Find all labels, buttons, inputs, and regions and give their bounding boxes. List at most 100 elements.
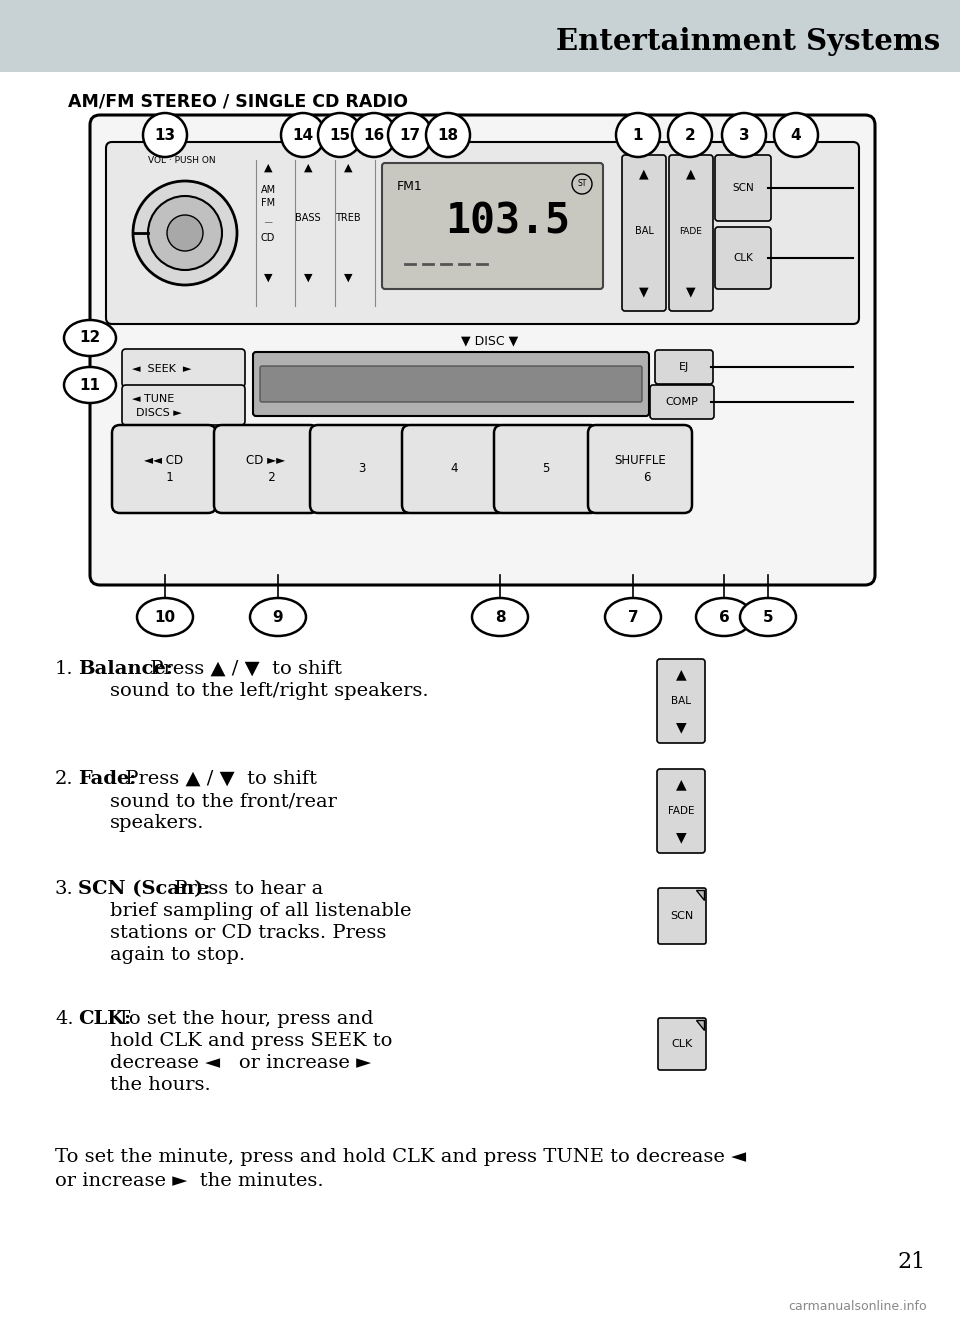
FancyBboxPatch shape: [657, 659, 705, 743]
Circle shape: [774, 113, 818, 156]
FancyBboxPatch shape: [90, 115, 875, 585]
Text: 8: 8: [494, 610, 505, 625]
Text: or increase ►  the minutes.: or increase ► the minutes.: [55, 1172, 324, 1189]
Text: 15: 15: [329, 127, 350, 142]
Text: 4.: 4.: [55, 1010, 74, 1028]
Ellipse shape: [137, 598, 193, 636]
Text: 6: 6: [719, 610, 730, 625]
FancyBboxPatch shape: [382, 163, 603, 289]
Text: FADE: FADE: [680, 227, 703, 236]
Text: CLK: CLK: [671, 1040, 692, 1049]
FancyBboxPatch shape: [650, 385, 714, 419]
FancyBboxPatch shape: [310, 426, 414, 513]
FancyBboxPatch shape: [260, 366, 642, 402]
Text: the hours.: the hours.: [110, 1075, 211, 1094]
Text: ST: ST: [577, 179, 587, 188]
Text: ▲: ▲: [344, 163, 352, 172]
FancyBboxPatch shape: [657, 769, 705, 853]
FancyBboxPatch shape: [122, 349, 245, 387]
Text: 3.: 3.: [55, 880, 74, 898]
Text: 17: 17: [399, 127, 420, 142]
Circle shape: [426, 113, 470, 156]
Text: Press ▲ / ▼  to shift: Press ▲ / ▼ to shift: [144, 660, 342, 678]
FancyBboxPatch shape: [0, 0, 960, 72]
FancyBboxPatch shape: [669, 155, 713, 312]
Ellipse shape: [64, 367, 116, 403]
Text: Press to hear a: Press to hear a: [168, 880, 324, 898]
Text: stations or CD tracks. Press: stations or CD tracks. Press: [110, 924, 386, 941]
FancyBboxPatch shape: [402, 426, 506, 513]
Polygon shape: [696, 890, 704, 900]
Text: ▼ DISC ▼: ▼ DISC ▼: [462, 334, 518, 347]
Circle shape: [722, 113, 766, 156]
FancyBboxPatch shape: [112, 426, 216, 513]
FancyBboxPatch shape: [658, 1018, 706, 1070]
Text: VOL · PUSH ON: VOL · PUSH ON: [148, 156, 216, 164]
Text: 1.: 1.: [55, 660, 74, 678]
Text: 21: 21: [898, 1250, 926, 1273]
Circle shape: [572, 174, 592, 194]
Text: 2: 2: [684, 127, 695, 142]
Text: BAL: BAL: [671, 696, 691, 705]
Text: 2.: 2.: [55, 770, 74, 788]
Text: FM: FM: [261, 198, 276, 208]
Text: ▼: ▼: [303, 273, 312, 282]
Text: ▼: ▼: [639, 285, 649, 298]
Text: CLK: CLK: [733, 253, 753, 263]
FancyBboxPatch shape: [122, 385, 245, 426]
Text: 5: 5: [542, 463, 550, 476]
Text: 13: 13: [155, 127, 176, 142]
Text: 5: 5: [762, 610, 774, 625]
Text: ▼: ▼: [676, 830, 686, 845]
Ellipse shape: [472, 598, 528, 636]
Text: ▲: ▲: [676, 667, 686, 682]
FancyBboxPatch shape: [253, 351, 649, 416]
Text: Press ▲ / ▼  to shift: Press ▲ / ▼ to shift: [119, 770, 317, 788]
Text: AM: AM: [260, 186, 276, 195]
Text: ▼: ▼: [344, 273, 352, 282]
Text: 3: 3: [738, 127, 750, 142]
FancyBboxPatch shape: [715, 227, 771, 289]
Text: DISCS ►: DISCS ►: [136, 408, 181, 418]
Text: SCN: SCN: [732, 183, 754, 194]
Text: 18: 18: [438, 127, 459, 142]
FancyBboxPatch shape: [715, 155, 771, 221]
Text: again to stop.: again to stop.: [110, 945, 245, 964]
Text: brief sampling of all listenable: brief sampling of all listenable: [110, 902, 412, 920]
Text: AM/FM STEREO / SINGLE CD RADIO: AM/FM STEREO / SINGLE CD RADIO: [68, 93, 408, 111]
Text: 12: 12: [80, 330, 101, 346]
Circle shape: [668, 113, 712, 156]
Circle shape: [148, 196, 222, 271]
Text: ▲: ▲: [639, 167, 649, 180]
Circle shape: [352, 113, 396, 156]
Text: ◄ TUNE: ◄ TUNE: [132, 394, 175, 404]
Text: 103.5: 103.5: [445, 200, 570, 243]
Text: 4: 4: [791, 127, 802, 142]
Text: 7: 7: [628, 610, 638, 625]
Text: ▲: ▲: [686, 167, 696, 180]
Text: FM1: FM1: [397, 180, 422, 194]
Text: COMP: COMP: [665, 396, 699, 407]
Text: Fade:: Fade:: [78, 770, 136, 788]
Ellipse shape: [64, 320, 116, 355]
Text: CD: CD: [261, 233, 276, 243]
FancyBboxPatch shape: [494, 426, 598, 513]
Text: ▼: ▼: [676, 720, 686, 735]
Text: ▼: ▼: [686, 285, 696, 298]
Text: sound to the left/right speakers.: sound to the left/right speakers.: [110, 682, 428, 700]
Text: CD ►►
   2: CD ►► 2: [247, 453, 285, 484]
Text: To set the hour, press and: To set the hour, press and: [110, 1010, 373, 1028]
Text: 11: 11: [80, 378, 101, 392]
Text: ▲: ▲: [676, 777, 686, 792]
Text: 16: 16: [364, 127, 385, 142]
Text: sound to the front/rear: sound to the front/rear: [110, 792, 337, 810]
Circle shape: [616, 113, 660, 156]
Text: Balance:: Balance:: [78, 660, 173, 678]
Text: To set the minute, press and hold CLK and press TUNE to decrease ◄: To set the minute, press and hold CLK an…: [55, 1148, 746, 1166]
FancyBboxPatch shape: [106, 142, 859, 324]
Text: SCN: SCN: [670, 911, 694, 922]
Ellipse shape: [740, 598, 796, 636]
Text: carmanualsonline.info: carmanualsonline.info: [789, 1299, 927, 1313]
FancyBboxPatch shape: [655, 350, 713, 385]
Text: decrease ◄   or increase ►: decrease ◄ or increase ►: [110, 1054, 372, 1071]
